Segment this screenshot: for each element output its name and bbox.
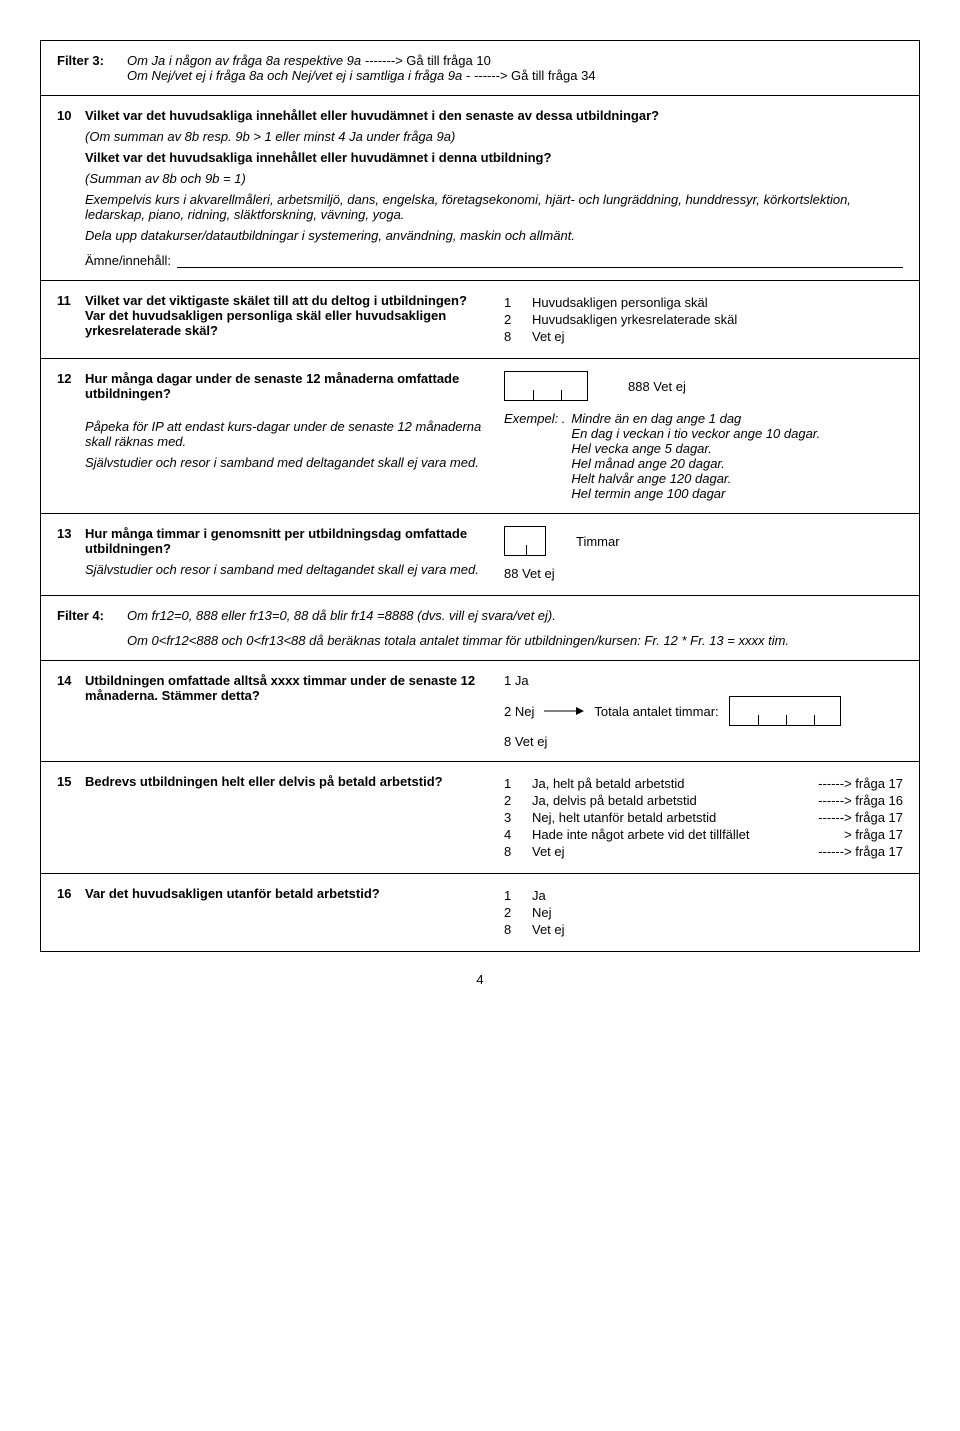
filter4-line1: Om fr12=0, 888 eller fr13=0, 88 då blir … [127,608,903,623]
q12-ex2: En dag i veckan i tio veckor ange 10 dag… [571,426,820,441]
filter3-line1-cond: Om Ja i någon av fråga 8a respektive 9a … [127,53,403,68]
q12-ex5: Helt halvår ange 120 dagar. [571,471,820,486]
q14-num: 14 [57,673,85,749]
form-container: Filter 3: Om Ja i någon av fråga 8a resp… [40,40,920,952]
filter3-label: Filter 3: [57,53,127,83]
filter4-section: Filter 4: Om fr12=0, 888 eller fr13=0, 8… [41,595,919,660]
q10-note2: (Summan av 8b och 9b = 1) [85,171,903,186]
q16-opt1[interactable]: 1Ja [504,888,903,903]
q15-opt1[interactable]: 1Ja, helt på betald arbetstid------> frå… [504,776,903,791]
q13-vetej: 88 Vet ej [504,566,903,581]
q12-papeka: Påpeka för IP att endast kurs-dagar unde… [85,419,484,449]
q11-section: 11 Vilket var det viktigaste skälet till… [41,280,919,358]
q10-num: 10 [57,108,85,268]
q14-section: 14 Utbildningen omfattade alltså xxxx ti… [41,660,919,761]
q14-title: Utbildningen omfattade alltså xxxx timma… [85,673,484,703]
q12-ex1: Mindre än en dag ange 1 dag [571,411,820,426]
q11-title: Vilket var det viktigaste skälet till at… [85,293,484,338]
q12-ex6: Hel termin ange 100 dagar [571,486,820,501]
filter3-line2-goto: Gå till fråga 34 [507,68,595,83]
page-number: 4 [40,972,920,987]
q10-title: Vilket var det huvudsakliga innehållet e… [85,108,903,123]
q15-section: 15 Bedrevs utbildningen helt eller delvi… [41,761,919,873]
filter3-line2-cond: Om Nej/vet ej i fråga 8a och Nej/vet ej … [127,68,507,83]
q12-vetej: 888 Vet ej [628,379,686,394]
q13-num: 13 [57,526,85,583]
q12-sjalv: Självstudier och resor i samband med del… [85,455,484,470]
q10-title2: Vilket var det huvudsakliga innehållet e… [85,150,903,165]
q15-title: Bedrevs utbildningen helt eller delvis p… [85,774,484,789]
q12-title: Hur många dagar under de senaste 12 måna… [85,371,484,401]
q12-days-input[interactable] [504,371,588,401]
q14-totala: Totala antalet timmar: [594,704,718,719]
q15-opt2[interactable]: 2Ja, delvis på betald arbetstid------> f… [504,793,903,808]
q16-section: 16 Var det huvudsakligen utanför betald … [41,873,919,951]
filter4-label: Filter 4: [57,608,127,648]
q11-opt2[interactable]: 2Huvudsakligen yrkesrelaterade skäl [504,312,903,327]
q10-example: Exempelvis kurs i akvarellmåleri, arbets… [85,192,903,222]
q12-ex3: Hel vecka ange 5 dagar. [571,441,820,456]
q14-opt1[interactable]: 1 Ja [504,673,903,688]
q13-hours-input[interactable] [504,526,546,556]
filter3-line1-goto: Gå till fråga 10 [403,53,491,68]
arrow-right-icon [544,705,584,717]
q10-amne-input[interactable] [177,254,903,268]
q16-opt8[interactable]: 8Vet ej [504,922,903,937]
q14-total-input[interactable] [729,696,841,726]
q11-num: 11 [57,293,85,346]
q11-opt1[interactable]: 1Huvudsakligen personliga skäl [504,295,903,310]
q14-opt8[interactable]: 8 Vet ej [504,734,903,749]
q12-ex4: Hel månad ange 20 dagar. [571,456,820,471]
q13-title: Hur många timmar i genomsnitt per utbild… [85,526,484,556]
q10-note1: (Om summan av 8b resp. 9b > 1 eller mins… [85,129,903,144]
q14-opt2[interactable]: 2 Nej [504,704,534,719]
q15-opt3[interactable]: 3Nej, helt utanför betald arbetstid-----… [504,810,903,825]
q12-section: 12 Hur många dagar under de senaste 12 m… [41,358,919,513]
q12-exempel-label: Exempel: . [504,411,565,501]
q16-num: 16 [57,886,85,939]
q13-timmar: Timmar [576,534,620,549]
q10-dela: Dela upp datakurser/datautbildningar i s… [85,228,903,243]
q16-title: Var det huvudsakligen utanför betald arb… [85,886,484,901]
q16-opt2[interactable]: 2Nej [504,905,903,920]
q13-sjalv: Självstudier och resor i samband med del… [85,562,484,577]
q10-amne-label: Ämne/innehåll: [85,253,171,268]
q15-num: 15 [57,774,85,861]
filter4-line2: Om 0<fr12<888 och 0<fr13<88 då beräknas … [127,633,903,648]
filter3-section: Filter 3: Om Ja i någon av fråga 8a resp… [41,41,919,95]
q13-section: 13 Hur många timmar i genomsnitt per utb… [41,513,919,595]
q11-opt8[interactable]: 8Vet ej [504,329,903,344]
q15-opt4[interactable]: 4Hade inte något arbete vid det tillfäll… [504,827,903,842]
q12-num: 12 [57,371,85,501]
q10-section: 10 Vilket var det huvudsakliga innehålle… [41,95,919,280]
q15-opt8[interactable]: 8Vet ej------> fråga 17 [504,844,903,859]
